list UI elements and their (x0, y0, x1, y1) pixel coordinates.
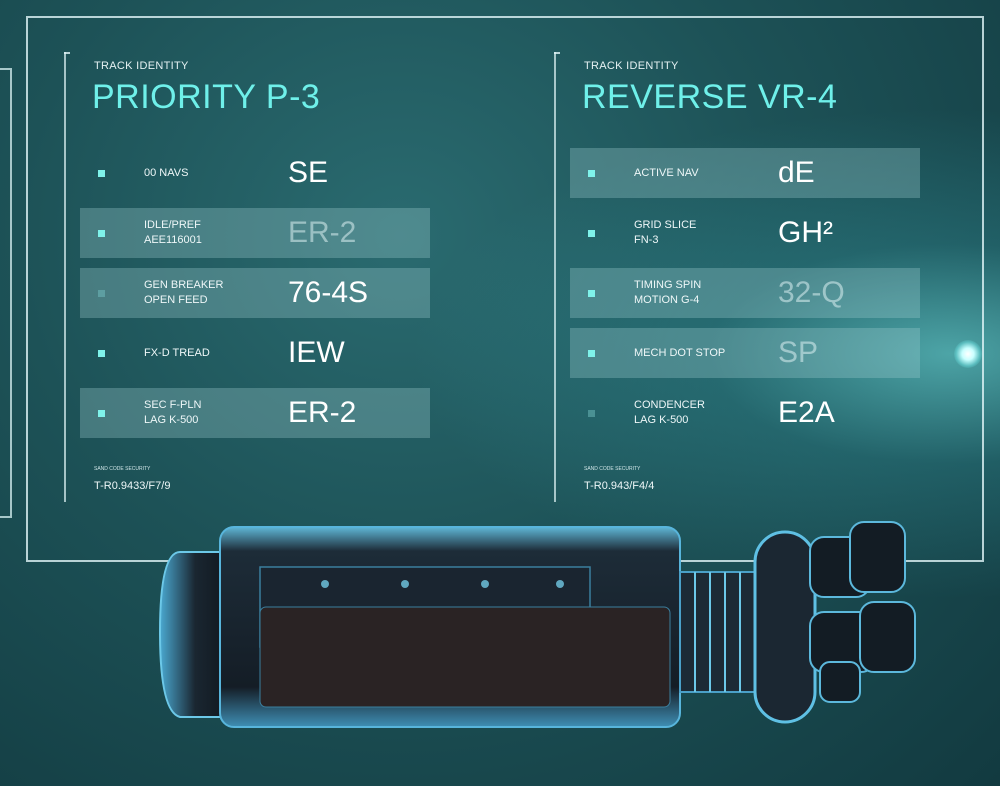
row-value: 76-4S (288, 276, 369, 309)
row-label: GEN BREAKER OPEN FEED (144, 278, 223, 308)
status-row: SEC F-PLN LAG K-500 ER-2 (80, 388, 430, 438)
row-label-line: MECH DOT STOP (634, 346, 726, 359)
security-caption: SAND CODE SECURITY (94, 466, 151, 472)
status-row: GRID SLICE FN-3 GH² (570, 208, 920, 258)
row-value: dE (778, 156, 815, 189)
row-label: GRID SLICE FN-3 (634, 218, 696, 248)
row-label-line: IDLE/PREF (144, 219, 201, 231)
mechanical-device-illustration (158, 521, 916, 728)
row-label-line: TIMING SPIN (634, 279, 702, 291)
status-row: MECH DOT STOP SP (570, 328, 920, 378)
row-label-line: AEE116001 (144, 234, 202, 246)
row-value: GH² (778, 216, 833, 249)
row-label: CONDENCER LAG K-500 (634, 398, 705, 428)
row-label-line: CONDENCER (634, 399, 705, 411)
track-identity-label: TRACK IDENTITY (94, 60, 189, 72)
row-label-line: FX-D TREAD (144, 346, 210, 359)
glow-light-icon (954, 340, 982, 368)
row-value: E2A (778, 396, 835, 429)
row-value: SP (778, 336, 819, 369)
bullet-square-icon (588, 290, 595, 297)
status-row: ACTIVE NAV dE (570, 148, 920, 198)
row-label-line: LAG K-500 (144, 414, 199, 426)
row-value: 32-Q (778, 276, 845, 309)
row-label: 00 NAVS (144, 166, 188, 181)
bullet-square-icon (588, 410, 595, 417)
status-row: TIMING SPIN MOTION G-4 32-Q (570, 268, 920, 318)
status-row: FX-D TREAD IEW (80, 328, 430, 378)
row-value: ER-2 (288, 396, 357, 429)
bullet-square-icon (588, 230, 595, 237)
status-row: GEN BREAKER OPEN FEED 76-4S (80, 268, 430, 318)
status-row: 00 NAVS SE (80, 148, 430, 198)
bullet-square-icon (98, 230, 105, 237)
left-edge-frame (0, 68, 12, 518)
row-label-line: SEC F-PLN (144, 399, 202, 411)
bullet-square-icon (98, 350, 105, 357)
security-caption: SAND CODE SECURITY (584, 466, 641, 472)
status-rows: 00 NAVS SE IDLE/PREF AEE116001 ER-2 GEN BREAK… (80, 148, 430, 448)
security-code: T-R0.943/F4/4 (584, 480, 655, 492)
security-code: T-R0.9433/F7/9 (94, 480, 171, 492)
row-label-line: OPEN FEED (144, 294, 208, 306)
row-label: FX-D TREAD (144, 346, 210, 361)
row-label-line: LAG K-500 (634, 414, 689, 426)
track-title: REVERSE VR-4 (582, 78, 838, 116)
row-label-line: MOTION G-4 (634, 294, 700, 306)
bullet-square-icon (588, 350, 595, 357)
row-label: MECH DOT STOP (634, 346, 725, 361)
row-value: ER-2 (288, 216, 357, 249)
row-label-line: GRID SLICE (634, 219, 697, 231)
status-rows: ACTIVE NAV dE GRID SLICE FN-3 GH² TIMING SPIN… (570, 148, 920, 448)
bullet-square-icon (98, 170, 105, 177)
row-label: IDLE/PREF AEE116001 (144, 218, 202, 248)
row-label-line: FN-3 (634, 234, 659, 246)
panel-bracket (554, 52, 560, 502)
row-label: TIMING SPIN MOTION G-4 (634, 278, 701, 308)
row-value: IEW (288, 336, 345, 369)
track-title: PRIORITY P-3 (92, 78, 321, 116)
track-identity-label: TRACK IDENTITY (584, 60, 679, 72)
bullet-square-icon (588, 170, 595, 177)
status-row: CONDENCER LAG K-500 E2A (570, 388, 920, 438)
row-label: SEC F-PLN LAG K-500 (144, 398, 201, 428)
row-label-line: GEN BREAKER (144, 279, 224, 291)
bullet-square-icon (98, 410, 105, 417)
row-label: ACTIVE NAV (634, 166, 699, 181)
panel-bracket (64, 52, 70, 502)
row-label-line: ACTIVE NAV (634, 166, 699, 179)
bullet-square-icon (98, 290, 105, 297)
status-row: IDLE/PREF AEE116001 ER-2 (80, 208, 430, 258)
row-label-line: 00 NAVS (144, 166, 189, 179)
row-value: SE (288, 156, 329, 189)
